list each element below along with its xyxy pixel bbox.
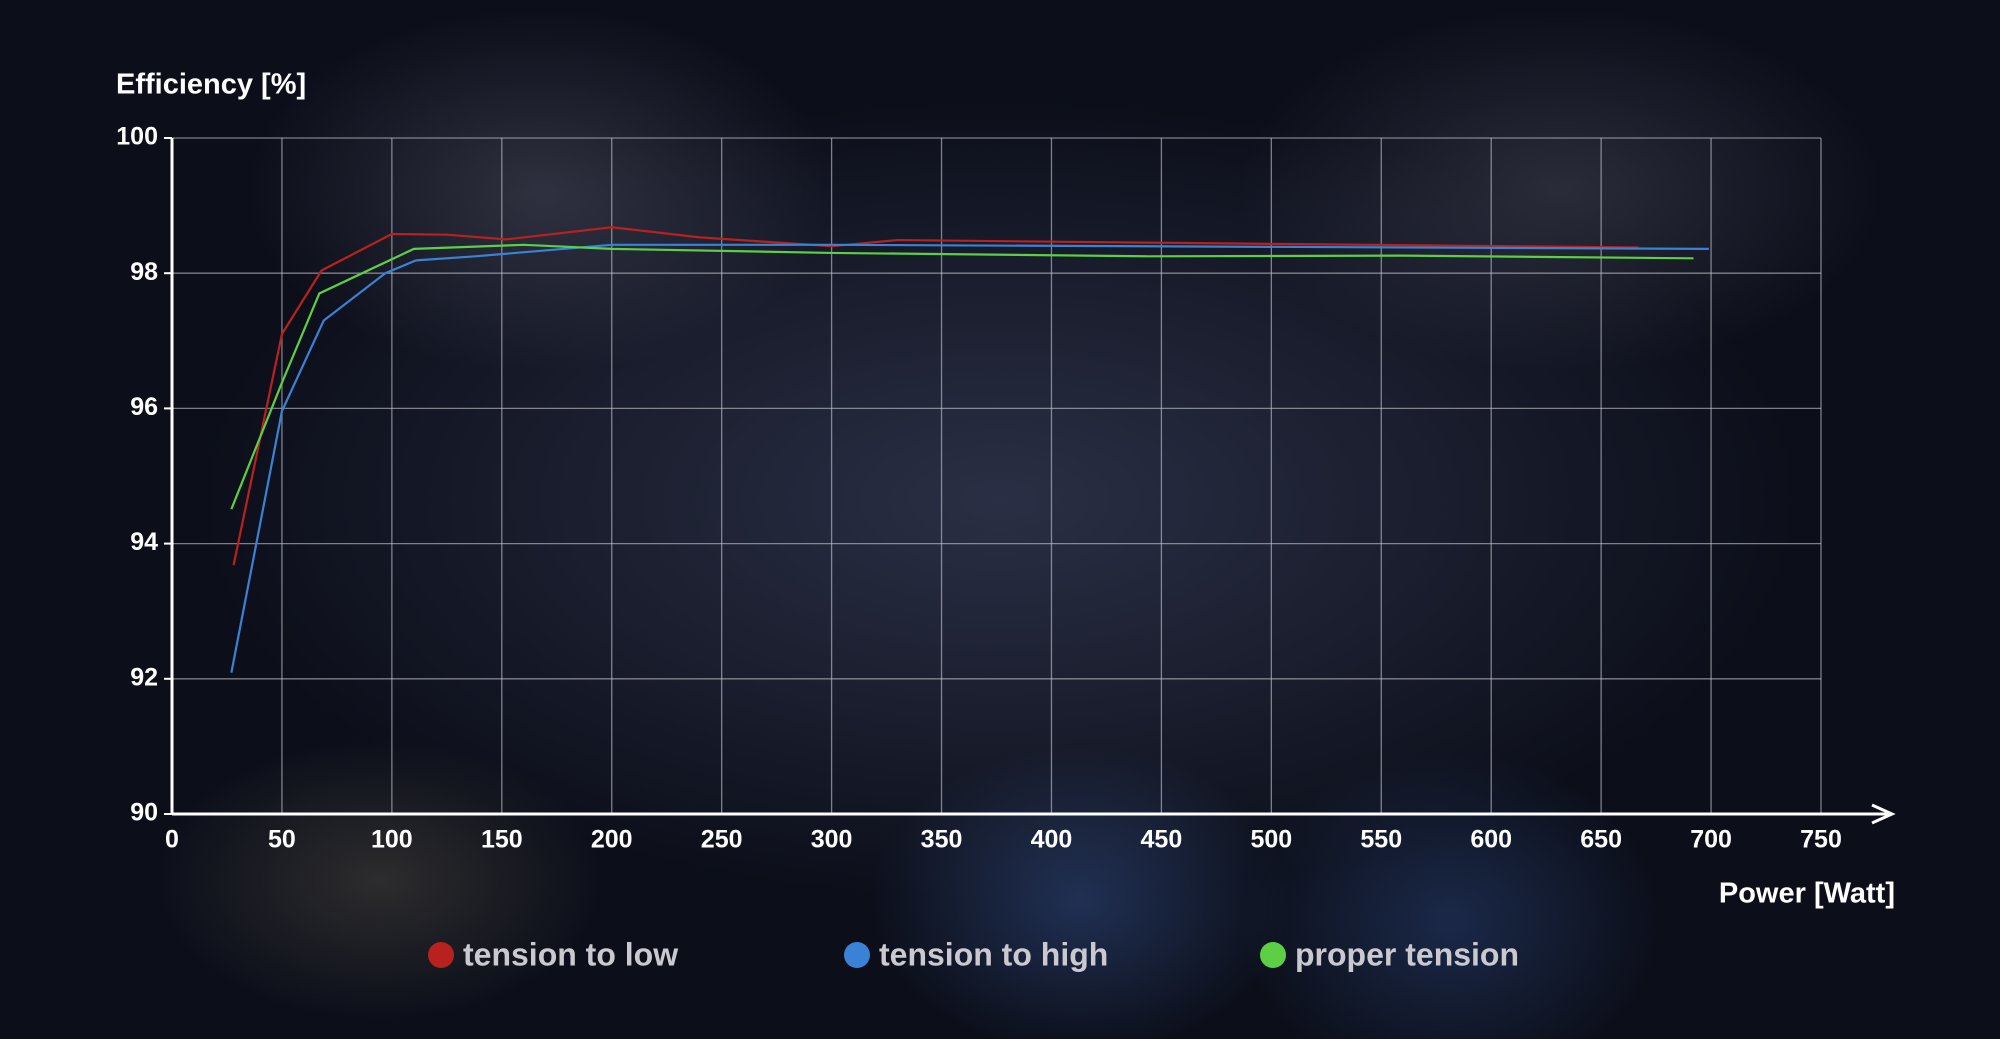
y-tick-label: 94 [130, 528, 158, 556]
x-tick-label: 750 [1800, 826, 1842, 854]
legend-label: proper tension [1295, 936, 1519, 972]
x-tick-label: 150 [481, 826, 523, 854]
x-tick-label: 100 [371, 826, 413, 854]
x-tick-label: 350 [921, 826, 963, 854]
series-line [232, 226, 1639, 566]
x-tick-label: 50 [268, 826, 296, 854]
x-tick-label: 650 [1580, 826, 1622, 854]
x-tick-label: 0 [165, 826, 179, 854]
x-tick-label: 400 [1031, 826, 1073, 854]
series-line [230, 243, 1709, 673]
x-tick-label: 200 [591, 826, 633, 854]
x-tick-label: 300 [811, 826, 853, 854]
y-tick-label: 98 [130, 258, 158, 286]
legend-marker [844, 942, 870, 968]
series-line [230, 243, 1694, 510]
y-tick-label: 90 [130, 799, 158, 827]
x-tick-label: 250 [701, 826, 743, 854]
y-axis-label: Efficiency [%] [116, 69, 306, 101]
legend-label: tension to high [879, 936, 1108, 972]
x-tick-label: 450 [1141, 826, 1183, 854]
x-tick-label: 550 [1360, 826, 1402, 854]
x-axis-arrow [1871, 803, 1896, 825]
x-tick-label: 700 [1690, 826, 1732, 854]
legend-marker [1260, 942, 1286, 968]
y-tick-label: 100 [116, 123, 158, 151]
legend-label: tension to low [463, 936, 678, 972]
legend-marker [428, 942, 454, 968]
x-axis-label: Power [Watt] [1719, 878, 1895, 910]
y-tick-label: 92 [130, 663, 158, 691]
y-tick-label: 96 [130, 393, 158, 421]
x-tick-label: 500 [1250, 826, 1292, 854]
x-tick-label: 600 [1470, 826, 1512, 854]
